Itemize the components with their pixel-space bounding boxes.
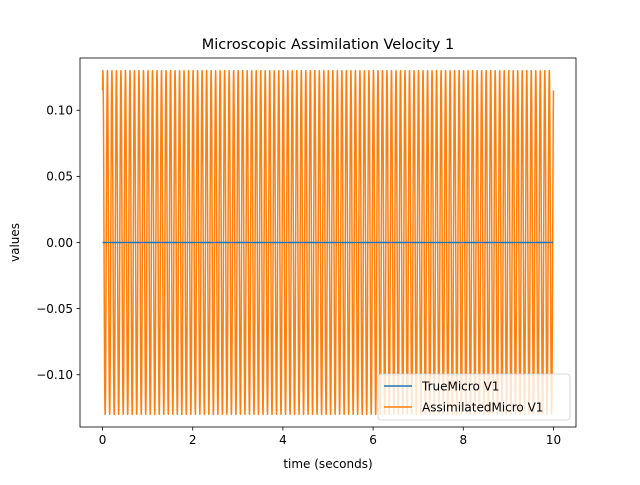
chart-title: Microscopic Assimilation Velocity 1 [202, 37, 454, 53]
y-tick-label: 0.00 [46, 236, 73, 250]
y-tick-label: −0.10 [36, 368, 73, 382]
plot-lines [101, 69, 555, 416]
y-axis-label: values [8, 223, 22, 262]
x-tick-label: 8 [459, 433, 467, 447]
y-tick-label: 0.10 [46, 104, 73, 118]
y-tick-label: −0.05 [36, 302, 73, 316]
legend-label-assimilatedmicro-v1: AssimilatedMicro V1 [422, 400, 543, 414]
legend: TrueMicro V1 AssimilatedMicro V1 [377, 373, 571, 421]
x-tick-label: 10 [546, 433, 561, 447]
axes-frame [79, 57, 577, 428]
x-tick-label: 2 [189, 433, 197, 447]
legend-label-truemicro-v1: TrueMicro V1 [421, 379, 499, 393]
x-tick-label: 4 [279, 433, 287, 447]
x-tick-label: 0 [99, 433, 107, 447]
legend-box [377, 373, 571, 421]
x-tick-label: 6 [369, 433, 377, 447]
x-axis-label: time (seconds) [283, 457, 372, 471]
y-tick-label: 0.05 [46, 170, 73, 184]
series-line-assimilatedmicro-v1 [101, 69, 555, 416]
axis-ticks: 0 2 4 6 8 10 −0.10 −0.05 0.00 0.05 0.10 [36, 104, 561, 447]
